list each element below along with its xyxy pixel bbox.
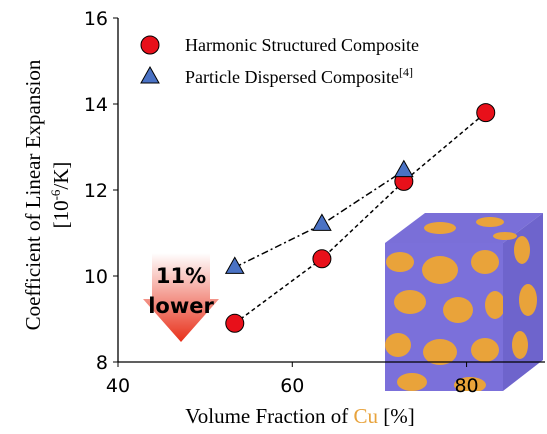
- legend-marker: [140, 35, 160, 55]
- legend-label: Particle Dispersed Composite: [185, 67, 399, 87]
- annotation: lower: [148, 294, 214, 318]
- legend-label: Harmonic Structured Composite: [185, 35, 419, 55]
- decrease-arrow: [143, 253, 219, 342]
- y-tick-label: 16: [84, 8, 108, 30]
- data-point: [225, 313, 245, 333]
- legend-label: Particle Dispersed Composite[4]: [185, 65, 413, 87]
- cube-illustration: [385, 213, 543, 391]
- data-point: [312, 213, 332, 231]
- data-point: [393, 159, 414, 178]
- x-tick-label: 80: [454, 375, 478, 397]
- legend-label: [4]: [399, 65, 413, 79]
- data-point: [224, 256, 245, 274]
- data-point: [312, 249, 332, 269]
- x-tick-label: 40: [106, 375, 130, 397]
- y-axis-label: Coefficient of Linear Expansion: [21, 59, 45, 330]
- y-axis-label: [10-6/K]: [48, 162, 73, 229]
- y-tick-label: 8: [96, 352, 108, 374]
- x-axis-label: Volume Fraction of Cu [%]: [185, 404, 414, 428]
- series-line: [234, 170, 405, 269]
- annotation: 11%: [156, 264, 206, 288]
- series-line: [234, 112, 487, 324]
- y-tick-label: 12: [84, 180, 108, 202]
- data-point: [476, 103, 496, 123]
- legend-marker: [140, 65, 160, 84]
- x-tick-label: 60: [280, 375, 304, 397]
- legend-label: Harmonic Structured Composite: [185, 35, 419, 55]
- y-tick-label: 14: [84, 94, 108, 116]
- y-tick-label: 10: [84, 266, 108, 288]
